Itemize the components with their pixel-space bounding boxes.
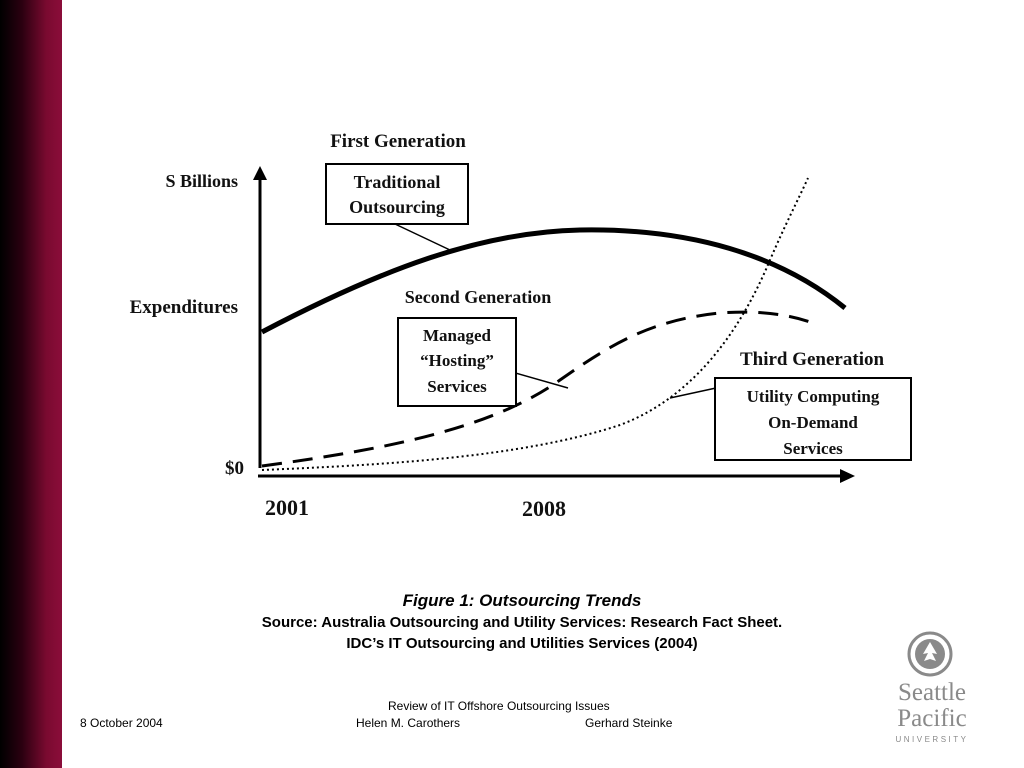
managed-line1: Managed	[423, 326, 492, 345]
left-accent-bar	[0, 0, 62, 768]
traditional-pointer	[394, 223, 451, 251]
y-axis-units-label: S Billions	[165, 171, 238, 191]
logo-line1: Seattle	[898, 679, 966, 706]
second-generation-label: Second Generation	[405, 287, 552, 307]
utility-line2: On-Demand	[768, 413, 858, 432]
managed-line2: “Hosting”	[420, 351, 494, 370]
utility-computing-box	[714, 377, 912, 461]
figure-source-line2: IDC’s IT Outsourcing and Utilities Servi…	[346, 635, 698, 652]
managed-hosting-box	[397, 317, 517, 407]
figure-source-line1: Source: Australia Outsourcing and Utilit…	[261, 614, 783, 631]
footer-presentation-title: Review of IT Offshore Outsourcing Issues	[388, 699, 610, 713]
x-tick-2008: 2008	[522, 496, 566, 521]
traditional-line2: Outsourcing	[349, 197, 445, 217]
traditional-outsourcing-box	[325, 163, 469, 225]
seattle-pacific-university-logo: Seattle Pacific UNIVERSITY	[895, 631, 968, 744]
managed-line3: Services	[427, 377, 487, 396]
figure-caption: Figure 1: Outsourcing Trends Source: Aus…	[62, 590, 982, 654]
y-axis-arrow	[253, 166, 267, 180]
utility-line3: Services	[783, 439, 843, 458]
x-axis-arrow	[840, 469, 855, 483]
seal-icon	[907, 631, 953, 677]
logo-line3: UNIVERSITY	[895, 735, 968, 744]
footer-author-2: Gerhard Steinke	[585, 716, 673, 730]
third-generation-label: Third Generation	[740, 349, 885, 370]
outsourcing-trends-diagram: Traditional Outsourcing Managed “Hosting…	[130, 131, 912, 521]
figure-title: Figure 1: Outsourcing Trends	[402, 591, 642, 610]
utility-pointer	[669, 387, 717, 399]
footer-author-1: Helen M. Carothers	[356, 716, 461, 730]
x-tick-2001: 2001	[265, 495, 309, 520]
first-generation-label: First Generation	[330, 131, 466, 152]
footer-date: 8 October 2004	[80, 716, 163, 730]
first-generation-curve	[260, 227, 847, 335]
y-axis-zero-label: $0	[225, 458, 244, 479]
logo-line2: Pacific	[897, 705, 966, 732]
third-generation-curve	[261, 177, 809, 471]
second-generation-curve	[261, 310, 811, 468]
y-axis-title-label: Expenditures	[130, 297, 238, 318]
utility-line1: Utility Computing	[747, 387, 880, 406]
traditional-line1: Traditional	[354, 172, 441, 192]
